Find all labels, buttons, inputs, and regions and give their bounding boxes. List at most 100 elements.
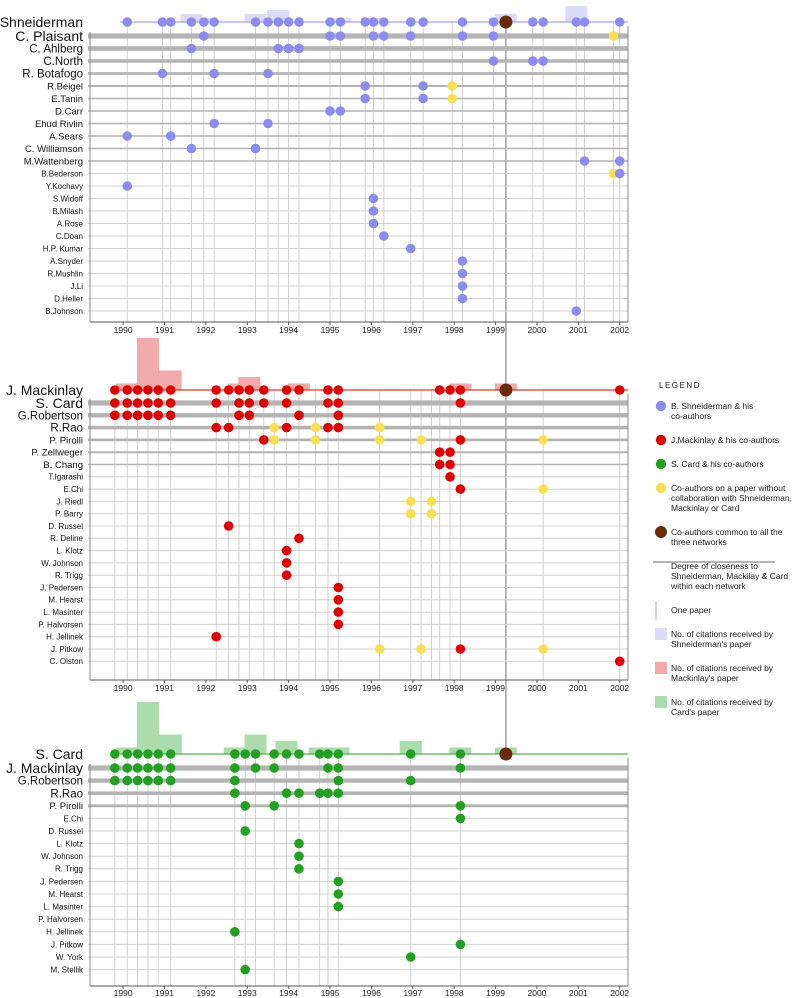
author-label: R.Rao <box>50 423 83 435</box>
x-tick-label: 1991 <box>155 988 174 998</box>
paper-dot <box>283 17 294 27</box>
paper-dot <box>455 398 466 408</box>
x-tick-label: 2002 <box>610 683 629 693</box>
paper-dot <box>273 17 284 27</box>
paper-dot <box>122 775 133 786</box>
author-label: P. Zellweger <box>31 448 83 459</box>
paper-dot <box>455 749 466 759</box>
paper-dot <box>457 268 468 279</box>
paper-dot <box>538 435 548 445</box>
legend-text: No. of citations received by <box>671 697 774 707</box>
legend-title: LEGEND <box>659 381 701 390</box>
paper-dot <box>165 17 176 27</box>
paper-dot <box>294 17 304 27</box>
paper-dot <box>281 749 292 759</box>
author-label: J. Pitkow <box>51 645 83 654</box>
paper-dot <box>455 939 466 950</box>
x-tick-label: 2001 <box>569 325 588 335</box>
legend-item: No. of citations received byShneiderman'… <box>655 628 774 649</box>
x-tick-label: 1994 <box>279 988 298 998</box>
paper-dot <box>153 749 164 759</box>
x-tick-label: 1999 <box>486 325 505 335</box>
x-tick-label: 1990 <box>114 988 133 998</box>
paper-dot <box>294 749 304 759</box>
author-label: A.Rose <box>57 219 84 228</box>
x-tick-label: 1992 <box>196 988 215 998</box>
paper-dot <box>455 385 466 395</box>
paper-dot <box>209 68 219 79</box>
legend-text: Shneiderman, Mackilay & Card <box>671 571 788 581</box>
paper-dot <box>325 106 335 116</box>
paper-dot <box>488 31 499 41</box>
paper-dot <box>165 398 176 408</box>
panel-card: 1990 1991 1992 1993 1994 1995 1996 1997 1998 1999… <box>6 702 629 998</box>
paper-dot <box>110 410 120 421</box>
paper-dot <box>294 43 304 54</box>
paper-dot <box>294 851 304 861</box>
legend-text: One paper <box>671 605 711 615</box>
paper-dot <box>132 763 143 773</box>
paper-dot <box>314 749 325 759</box>
paper-dot <box>122 17 133 27</box>
paper-dot <box>434 447 445 458</box>
paper-dot <box>110 385 120 395</box>
x-tick-label: 1999 <box>486 683 505 693</box>
paper-dot <box>360 17 371 27</box>
paper-dot <box>153 398 164 408</box>
author-label: E.Tanin <box>51 94 83 105</box>
paper-dot <box>230 775 240 786</box>
paper-dot <box>157 17 168 27</box>
author-label: R.Mushlin <box>47 269 83 278</box>
author-label: L. Masinter <box>43 902 83 911</box>
paper-dot <box>445 447 455 458</box>
paper-dot <box>528 56 538 66</box>
paper-dot <box>335 17 346 27</box>
author-label: R. Botafogo <box>22 69 83 81</box>
paper-dot <box>314 788 325 798</box>
paper-dot <box>333 749 344 759</box>
x-tick-label: 1993 <box>238 683 257 693</box>
paper-dot <box>259 435 269 445</box>
author-label: T.Igarashi <box>48 473 83 482</box>
legend-swatch <box>655 662 667 674</box>
author-label: R. Trigg <box>55 865 83 874</box>
author-label: J. Mackinlay <box>6 760 83 776</box>
legend-text: three networks <box>671 537 727 547</box>
paper-dot <box>230 749 240 759</box>
paper-dot <box>153 763 164 773</box>
paper-dot <box>132 398 143 408</box>
paper-dot <box>230 763 240 773</box>
paper-dot <box>323 422 333 433</box>
paper-dot <box>294 533 304 544</box>
paper-dot <box>360 93 371 104</box>
paper-dot <box>379 17 389 27</box>
paper-dot <box>240 826 250 836</box>
paper-dot <box>579 17 590 27</box>
author-label: J. Mackinlay <box>6 382 83 398</box>
x-tick-label: 1998 <box>445 988 464 998</box>
paper-dot <box>165 385 176 395</box>
legend-text: Mackinlay or Card <box>671 503 740 513</box>
paper-dot <box>250 143 261 154</box>
author-label: A.Sears <box>49 131 83 142</box>
x-tick-label: 1993 <box>238 325 257 335</box>
paper-dot <box>368 218 379 229</box>
paper-dot <box>281 570 292 580</box>
legend-item: One paper <box>655 602 711 620</box>
x-tick-label: 1993 <box>238 988 257 998</box>
legend-item: S. Card & his co-authors <box>655 458 764 470</box>
author-label: D. Russel <box>48 522 83 531</box>
paper-dot <box>186 43 197 54</box>
paper-dot <box>434 459 445 470</box>
author-label: C.North <box>43 56 83 68</box>
paper-dot <box>538 644 548 654</box>
paper-dot <box>426 508 437 519</box>
paper-dot <box>132 385 143 395</box>
paper-dot <box>143 410 153 421</box>
legend-text: B. Shneiderman & his <box>671 401 753 411</box>
legend-item: J.Mackinlay & his co-authors <box>655 434 779 446</box>
paper-dot <box>122 398 133 408</box>
